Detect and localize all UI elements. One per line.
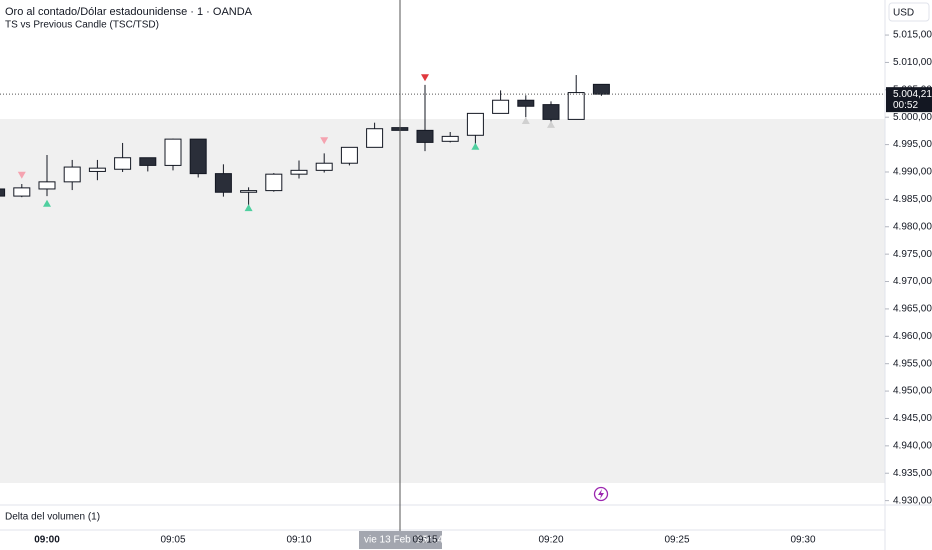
signal-marker [17,171,26,179]
signal-marker [421,74,429,82]
y-tick-label: 4.965,000 [893,304,932,315]
candle-body [492,99,510,114]
candle-body [13,187,31,197]
y-tick-label: 4.930,000 [893,495,932,506]
candle-body [315,162,333,171]
candle-body [466,112,484,136]
signal-marker [244,204,253,212]
y-tick-label: 4.985,000 [893,194,932,205]
indicator-title[interactable]: TS vs Previous Candle (TSC/TSD) [5,20,159,31]
lower-pane-title[interactable]: Delta del volumen (1) [5,512,100,523]
candle-body [542,104,560,120]
candle-body [265,173,283,192]
candle-body [416,129,434,143]
candle-body [517,99,535,107]
candle-body [38,181,56,190]
candle-body [441,135,459,142]
candle-body [63,166,81,183]
x-tick-label: 09:10 [286,535,311,546]
candle-body [366,128,384,148]
crosshair-time-box [359,531,442,549]
chart-title: Oro al contado/Dólar estadounidense · 1 … [5,6,253,18]
candle-body [88,167,106,172]
signal-marker [320,137,329,145]
candle-body [592,83,610,95]
x-tick-label: 09:30 [790,535,815,546]
y-tick-label: 4.945,000 [893,413,932,424]
candle-body [139,157,157,166]
y-tick-label: 4.970,000 [893,276,932,287]
signal-marker [521,117,530,125]
crosshair-time: 09:14 [418,535,443,546]
candle-body [340,146,358,164]
last-price-box [886,87,932,113]
signal-marker [547,120,555,128]
signal-marker [471,142,480,150]
crosshair-date: vie 13 Feb '26 [364,535,427,546]
y-tick-label: 4.950,000 [893,386,932,397]
x-tick-label: 09:05 [160,535,185,546]
y-tick-label: 4.960,000 [893,331,932,342]
candle-body [290,169,308,175]
currency-box[interactable] [888,2,930,22]
x-tick-label: 09:25 [664,535,689,546]
candle-body [567,92,585,120]
y-tick-label: 4.980,000 [893,221,932,232]
y-tick-label: 4.955,000 [893,358,932,369]
candle-body [189,138,207,175]
candle-body [0,188,6,197]
x-tick-label: 09:00 [34,535,60,546]
y-tick-label: 5.015,000 [893,30,932,41]
alert-bolt [598,489,604,499]
candle-body [114,157,132,170]
y-tick-label: 4.975,000 [893,249,932,260]
candle-body [214,173,232,193]
y-tick-label: 5.000,000 [893,112,932,123]
last-price-label: 5.004,210 [893,89,932,100]
y-tick-label: 4.990,000 [893,167,932,178]
y-tick-label: 4.935,000 [893,468,932,479]
y-tick-label: 5.010,000 [893,57,932,68]
countdown: 00:52 [893,100,918,111]
signal-marker [43,199,51,207]
x-tick-label: 09:20 [538,535,563,546]
alert-icon[interactable] [593,486,609,502]
y-tick-label: 4.995,000 [893,139,932,150]
candle-body [164,138,182,166]
currency[interactable]: USD [893,8,914,19]
y-tick-label: 4.940,000 [893,440,932,451]
indicator-background [0,119,885,483]
x-tick-label: 09:15 [412,535,437,546]
candle-body [240,190,258,193]
